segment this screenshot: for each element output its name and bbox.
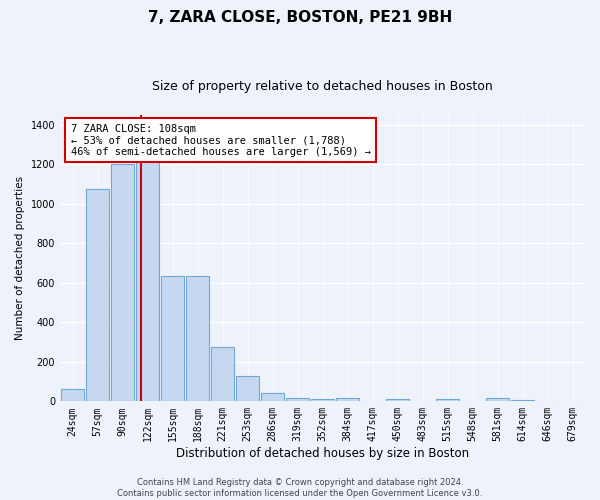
Bar [511,400,535,402]
Bar [260,394,284,402]
Text: 7 ZARA CLOSE: 108sqm
← 53% of detached houses are smaller (1,788)
46% of semi-de: 7 ZARA CLOSE: 108sqm ← 53% of detached h… [71,124,371,157]
Bar [436,400,460,402]
Bar [211,347,235,402]
Bar [86,189,109,402]
Bar [311,399,334,402]
Text: Contains HM Land Registry data © Crown copyright and database right 2024.
Contai: Contains HM Land Registry data © Crown c… [118,478,482,498]
Text: 7, ZARA CLOSE, BOSTON, PE21 9BH: 7, ZARA CLOSE, BOSTON, PE21 9BH [148,10,452,25]
Bar [386,399,409,402]
Bar [485,398,509,402]
Title: Size of property relative to detached houses in Boston: Size of property relative to detached ho… [152,80,493,93]
X-axis label: Distribution of detached houses by size in Boston: Distribution of detached houses by size … [176,447,469,460]
Bar [185,276,209,402]
Bar [161,276,184,402]
Bar [110,164,134,402]
Bar [286,398,310,402]
Bar [61,390,85,402]
Bar [236,376,259,402]
Bar [136,154,160,402]
Y-axis label: Number of detached properties: Number of detached properties [15,176,25,340]
Bar [335,398,359,402]
